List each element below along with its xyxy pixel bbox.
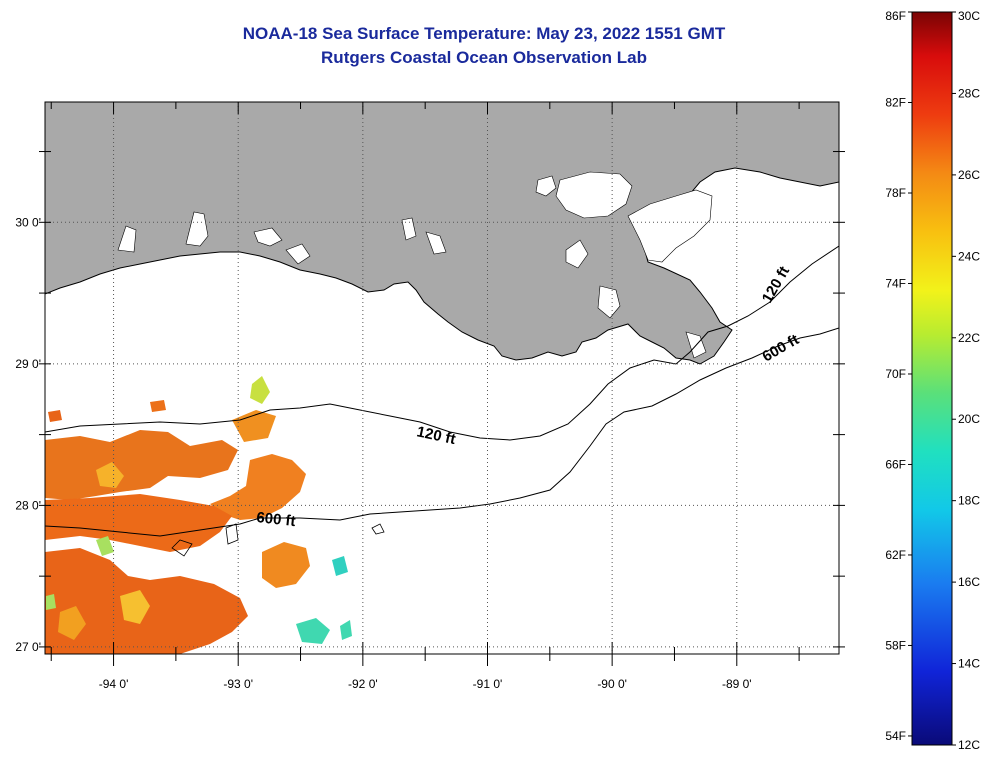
lake xyxy=(117,225,137,253)
map-subtitle: Rutgers Coastal Ocean Observation Lab xyxy=(321,48,647,67)
lake xyxy=(401,217,417,241)
lake xyxy=(597,285,621,319)
lon-tick-label: -90 0' xyxy=(597,677,627,691)
colorbar-fahrenheit-label: 82F xyxy=(885,95,906,109)
colorbar-fahrenheit-label: 78F xyxy=(885,186,906,200)
contour-label: 600 ft xyxy=(256,509,297,530)
map-area: 120 ft 120 ft 600 ft 600 ft xyxy=(45,102,839,654)
lat-tick-label: 30 0' xyxy=(15,215,41,229)
lake xyxy=(555,171,633,219)
lake xyxy=(627,189,713,263)
lake xyxy=(185,211,209,247)
lat-tick-label: 29 0' xyxy=(15,357,41,371)
lon-tick-label: -92 0' xyxy=(348,677,378,691)
colorbar-celsius-label: 26C xyxy=(958,168,980,182)
colorbar-fahrenheit-label: 86F xyxy=(885,9,906,23)
graticule xyxy=(45,102,839,654)
lat-tick-label: 27 0' xyxy=(15,640,41,654)
colorbar xyxy=(911,11,953,746)
lon-tick-label: -93 0' xyxy=(223,677,253,691)
isobath-600ft xyxy=(45,327,839,537)
colorbar-fahrenheit-label: 70F xyxy=(885,367,906,381)
colorbar-celsius-label: 30C xyxy=(958,9,980,23)
lake xyxy=(425,231,447,255)
sst-data-patches xyxy=(45,376,352,654)
colorbar-fahrenheit-label: 62F xyxy=(885,548,906,562)
colorbar-fahrenheit-label: 58F xyxy=(885,638,906,652)
lake xyxy=(285,243,311,265)
colorbar-fahrenheit-label: 66F xyxy=(885,457,906,471)
lon-tick-label: -94 0' xyxy=(99,677,129,691)
colorbar-fahrenheit-label: 74F xyxy=(885,276,906,290)
colorbar-celsius-label: 20C xyxy=(958,412,980,426)
colorbar-fahrenheit-label: 54F xyxy=(885,729,906,743)
colorbar-celsius-label: 18C xyxy=(958,494,980,508)
lat-tick-label: 28 0' xyxy=(15,498,41,512)
colorbar-celsius-label: 24C xyxy=(958,249,980,263)
lon-tick-label: -89 0' xyxy=(722,677,752,691)
colorbar-celsius-label: 14C xyxy=(958,657,980,671)
axis-labels: -94 0' -93 0' -92 0' -91 0' -90 0' -89 0' 27 0… xyxy=(15,215,751,691)
lon-tick-label: -91 0' xyxy=(473,677,503,691)
colorbar-celsius-label: 28C xyxy=(958,86,980,100)
colorbar-labels: 30C 28C 26C 24C 22C 20C 18C 16C 14C 12C 86F 82F 78F 7… xyxy=(885,9,980,752)
lake xyxy=(565,239,589,269)
lake xyxy=(253,227,283,247)
map-frame xyxy=(44,101,840,655)
colorbar-celsius-label: 16C xyxy=(958,575,980,589)
colorbar-celsius-label: 12C xyxy=(958,738,980,752)
axis-ticks xyxy=(39,102,845,666)
isobath-120ft xyxy=(45,245,839,441)
colorbar-celsius-label: 22C xyxy=(958,331,980,345)
map-title: NOAA-18 Sea Surface Temperature: May 23,… xyxy=(242,24,726,43)
lake xyxy=(535,175,557,197)
